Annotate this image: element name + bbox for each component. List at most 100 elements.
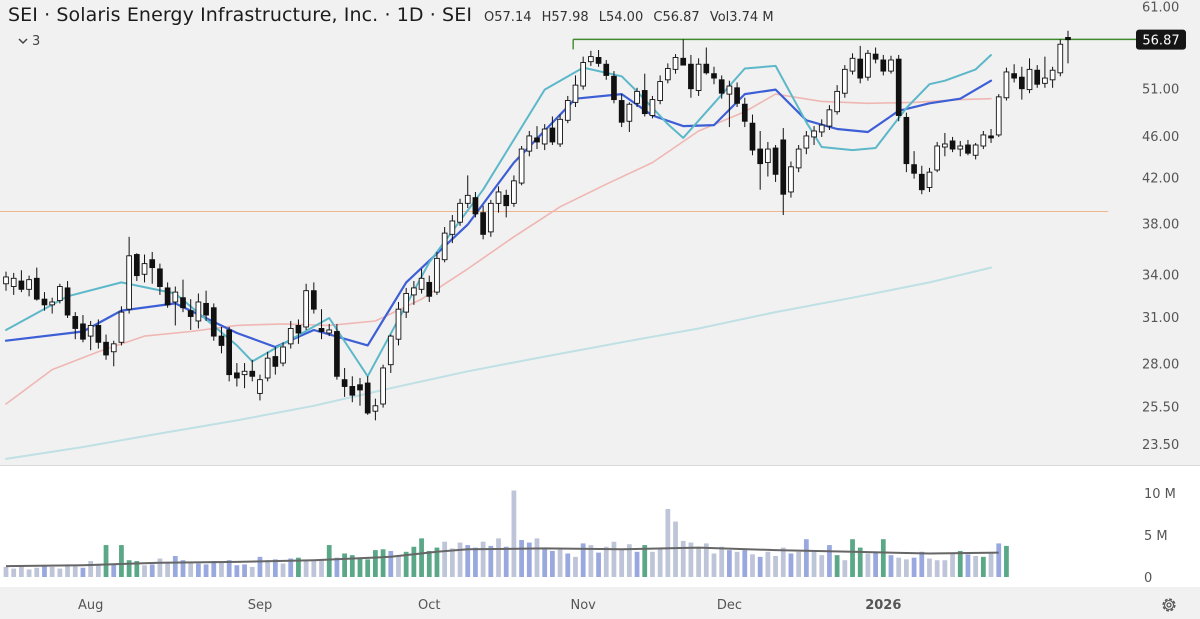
price-pane-bg [0,0,1200,465]
candle [826,105,833,131]
candle [241,363,248,389]
time-axis-label: Dec [717,598,742,613]
candle [364,376,371,415]
candle [980,130,987,150]
symbol-title[interactable]: SEI · Solaris Energy Infrastructure, Inc… [8,4,473,26]
volume-bar [780,547,786,577]
candle [72,312,79,340]
candle-body [641,90,648,115]
gear-icon[interactable] [1160,596,1178,614]
volume-bar [434,547,440,577]
candle [549,116,556,145]
candle-body [949,140,956,150]
volume-bar [311,561,317,577]
volume-bar [757,556,763,577]
candle-body [434,257,440,293]
candle [349,376,356,403]
volume-bar [973,556,979,577]
candle-body [318,328,325,332]
candle [487,199,494,237]
volume-bar [565,553,571,577]
volume-bar [272,559,278,577]
candle-body [680,57,687,66]
candle-body [695,63,702,91]
candle [434,251,440,295]
volume-bar [842,560,848,577]
candle [749,114,756,156]
candle-body [564,100,571,121]
candle [57,283,63,304]
candle-body [149,259,156,269]
volume-bar [157,558,163,577]
volume-bar [288,558,294,577]
candle-body [226,329,233,376]
volume-bar [111,563,117,577]
volume-bar [280,563,286,577]
candle [357,377,363,406]
candle-body [557,118,563,145]
volume-bar [226,560,232,577]
candle-body [418,277,425,290]
volume-bar [611,541,617,577]
volume-bar [95,565,101,577]
candle [611,71,617,104]
volume-bar [896,557,902,577]
candle [626,102,633,132]
candle [595,49,602,67]
candle [80,315,86,343]
candle-body [957,145,964,150]
volume-bar [588,545,594,577]
candle [318,309,325,340]
candle-body [495,191,502,204]
candle [1057,39,1064,77]
candle [341,367,348,397]
indicators-toggle[interactable]: 3 [12,32,46,50]
volume-bar [373,550,378,577]
time-axis-label: Oct [418,598,440,613]
volume-bar [65,564,70,577]
candle [18,270,25,293]
candle-body [534,137,540,143]
volume-bar [457,542,463,577]
candle [310,282,317,314]
candle-body [380,367,386,405]
candle-body [1034,69,1041,85]
candle-body [965,144,971,154]
volume-bar [188,561,194,577]
candle [203,290,209,321]
candle [580,56,587,90]
volume-bar [219,562,224,577]
candle [395,301,402,346]
volume-bar [603,546,609,577]
volume-bar [996,543,1002,577]
candle-body [1026,68,1033,91]
candle-body [72,316,79,329]
candle-body [765,148,771,164]
time-axis-label: Sep [248,598,273,613]
volume-bar [880,539,886,577]
volume-bar [950,552,955,577]
volume-bar [211,561,217,577]
volume-bar [980,556,986,577]
candle [695,58,702,96]
candle [557,114,563,148]
candle-body [33,277,40,300]
volume-bar [449,548,455,577]
candle-body [334,331,340,377]
candle [942,132,948,157]
candle [588,50,594,66]
candle [795,144,802,173]
candle [472,191,479,218]
volume-bar [811,550,817,577]
candle [849,53,856,75]
candle [234,363,240,387]
candle-body [472,197,479,215]
time-axis-label: 2026 [865,598,901,613]
volume-bar [1004,545,1009,577]
volume-bar [673,521,678,577]
candle-body [734,87,740,104]
volume-bar [934,560,940,577]
candle [387,334,394,373]
